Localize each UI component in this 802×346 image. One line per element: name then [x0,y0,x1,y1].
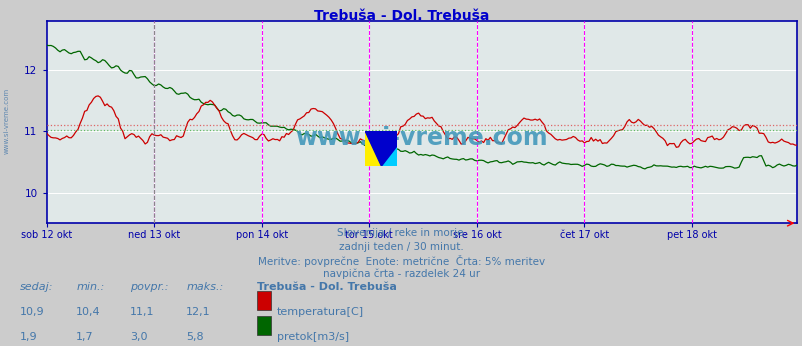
Text: 10,9: 10,9 [20,307,45,317]
Text: sedaj:: sedaj: [20,282,54,292]
Text: Meritve: povprečne  Enote: metrične  Črta: 5% meritev: Meritve: povprečne Enote: metrične Črta:… [257,255,545,267]
Text: Trebuša - Dol. Trebuša: Trebuša - Dol. Trebuša [314,9,488,22]
Text: 1,9: 1,9 [20,332,38,342]
Text: 1,7: 1,7 [76,332,94,342]
Text: 11,1: 11,1 [130,307,155,317]
Text: navpična črta - razdelek 24 ur: navpična črta - razdelek 24 ur [322,268,480,279]
Text: 10,4: 10,4 [76,307,101,317]
Text: temperatura[C]: temperatura[C] [277,307,363,317]
Text: zadnji teden / 30 minut.: zadnji teden / 30 minut. [338,242,464,252]
Text: Slovenija / reke in morje.: Slovenija / reke in morje. [336,228,466,238]
Text: www.si-vreme.com: www.si-vreme.com [295,126,548,150]
Text: www.si-vreme.com: www.si-vreme.com [3,88,10,154]
Polygon shape [381,145,397,166]
Text: povpr.:: povpr.: [130,282,168,292]
Text: 5,8: 5,8 [186,332,204,342]
Text: Trebuša - Dol. Trebuša: Trebuša - Dol. Trebuša [257,282,396,292]
Text: min.:: min.: [76,282,104,292]
Polygon shape [365,131,397,166]
Text: pretok[m3/s]: pretok[m3/s] [277,332,349,342]
Text: maks.:: maks.: [186,282,223,292]
Text: 12,1: 12,1 [186,307,211,317]
Text: 3,0: 3,0 [130,332,148,342]
Polygon shape [365,131,381,166]
